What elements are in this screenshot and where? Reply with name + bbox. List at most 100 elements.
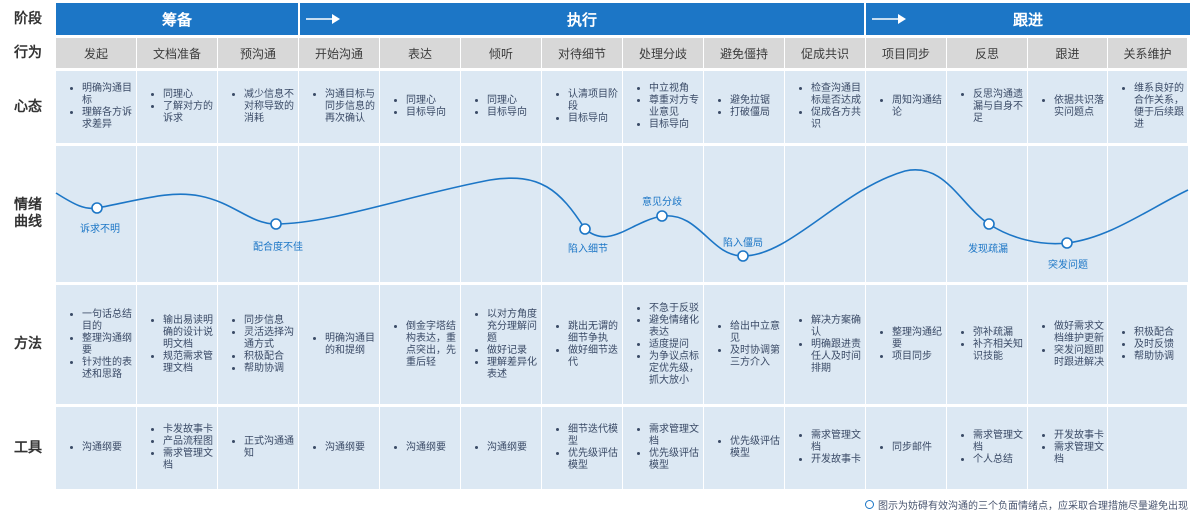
bullet-list: 整理沟通纪要项目同步 [866, 327, 946, 363]
bullet-item: 弥补疏漏 [973, 327, 1025, 339]
bullet-list: 优先级评估模型 [704, 436, 784, 460]
bullet-item: 突发问题即时跟进解决 [1054, 345, 1105, 369]
bullet-item: 规范需求管理文档 [163, 351, 215, 375]
bullet-list: 认清项目阶段目标导向 [542, 89, 622, 125]
tools-cell [1108, 407, 1188, 489]
bullet-item: 认清项目阶段 [568, 89, 620, 113]
behavior-cell: 文档准备 [137, 38, 218, 68]
bullet-list: 沟通纲要 [299, 442, 367, 454]
bullet-list: 跳出无谓的细节争执做好细节迭代 [542, 321, 622, 369]
bullet-item: 倒金字塔结构表达，重点突出，先重后轻 [406, 321, 458, 369]
footnote: 图示为妨碍有效沟通的三个负面情绪点，应采取合理措施尽量避免出现 [865, 497, 1188, 512]
emotion-curve-line [55, 168, 1189, 257]
bullet-item: 输出易读明确的设计说明文档 [163, 315, 215, 351]
column-divider [622, 146, 623, 282]
bullet-list: 同理心目标导向 [380, 95, 448, 119]
behavior-cell: 预沟通 [218, 38, 299, 68]
bullet-item: 避免拉锯 [730, 95, 770, 107]
emotion-point-marker [270, 218, 282, 230]
bullet-item: 正式沟通通知 [244, 436, 296, 460]
bullet-list: 沟通纲要 [56, 442, 124, 454]
bullet-item: 明确沟通目标 [82, 83, 134, 107]
stage-bar-execute: 执行 [298, 3, 864, 35]
bullet-list: 给出中立意见及时协调第三方介入 [704, 321, 784, 369]
bullet-item: 帮助协调 [244, 363, 296, 375]
bullet-item: 促成各方共识 [811, 107, 863, 131]
bullet-item: 灵活选择沟通方式 [244, 327, 296, 351]
bullet-list: 以对方角度充分理解问题做好记录理解差异化表述 [461, 309, 541, 381]
method-cell: 明确沟通目的和提纲 [299, 285, 380, 404]
bullet-list: 倒金字塔结构表达，重点突出，先重后轻 [380, 321, 460, 369]
bullet-item: 适度提问 [649, 339, 701, 351]
bullet-item: 减少信息不对称导致的消耗 [244, 89, 296, 125]
column-divider [703, 146, 704, 282]
tools-cell: 沟通纲要 [299, 407, 380, 489]
tools-cell: 沟通纲要 [461, 407, 542, 489]
bullet-item: 做好需求文档维护更新 [1054, 321, 1105, 345]
method-cell: 解决方案确认明确跟进责任人及时间排期 [785, 285, 866, 404]
mindset-cell: 反思沟通遗漏与自身不足 [947, 71, 1028, 143]
tools-cell: 需求管理文档开发故事卡 [785, 407, 866, 489]
bullet-item: 积极配合 [244, 351, 296, 363]
behavior-cell: 反思 [947, 38, 1028, 68]
column-divider [784, 146, 785, 282]
bullet-item: 开发故事卡 [811, 454, 863, 466]
bullet-item: 帮助协调 [1134, 351, 1174, 363]
method-cell: 做好需求文档维护更新突发问题即时跟进解决 [1028, 285, 1108, 404]
method-cell: 一句话总结目的整理沟通纲要针对性的表述和思路 [56, 285, 137, 404]
bullet-item: 明确沟通目的和提纲 [325, 333, 377, 357]
bullet-item: 沟通纲要 [487, 442, 527, 454]
mindset-cell: 明确沟通目标理解各方诉求差异 [56, 71, 137, 143]
bullet-list: 卡发故事卡产品流程图需求管理文档 [137, 424, 217, 472]
bullet-list: 同步邮件 [866, 442, 934, 454]
tools-cell: 需求管理文档优先级评估模型 [623, 407, 704, 489]
column-divider [460, 146, 461, 282]
bullet-list: 输出易读明确的设计说明文档规范需求管理文档 [137, 315, 217, 375]
emotion-point-marker [737, 250, 749, 262]
bullet-item: 同步邮件 [892, 442, 932, 454]
behavior-cell: 促成共识 [785, 38, 866, 68]
row-label-mindset: 心态 [14, 98, 42, 115]
tools-cell: 细节迭代模型优先级评估模型 [542, 407, 623, 489]
bullet-item: 及时反馈 [1134, 339, 1174, 351]
bullet-item: 整理沟通纪要 [892, 327, 944, 351]
emotion-point-label: 诉求不明 [80, 224, 120, 235]
bullet-list: 沟通目标与同步信息的再次确认 [299, 89, 379, 125]
mindset-cell: 中立视角尊重对方专业意见目标导向 [623, 71, 704, 143]
emotion-point-label: 陷入僵局 [723, 238, 763, 249]
emotion-point-marker [579, 223, 591, 235]
mindset-cell: 同理心目标导向 [380, 71, 461, 143]
tools-cell: 同步邮件 [866, 407, 947, 489]
column-divider [1027, 146, 1028, 282]
behavior-cell: 对待细节 [542, 38, 623, 68]
bullet-item: 明确跟进责任人及时间排期 [811, 339, 863, 375]
bullet-item: 目标导向 [568, 113, 620, 125]
method-cell: 以对方角度充分理解问题做好记录理解差异化表述 [461, 285, 542, 404]
bullet-item: 中立视角 [649, 83, 701, 95]
bullet-item: 跳出无谓的细节争执 [568, 321, 620, 345]
bullet-list: 做好需求文档维护更新突发问题即时跟进解决 [1028, 321, 1107, 369]
bullet-list: 解决方案确认明确跟进责任人及时间排期 [785, 315, 865, 375]
arrow-right-icon [306, 14, 340, 24]
emotion-point-marker [1061, 237, 1073, 249]
bullet-list: 明确沟通目标理解各方诉求差异 [56, 83, 136, 131]
emotion-point-marker [656, 210, 668, 222]
method-cell: 同步信息灵活选择沟通方式积极配合帮助协调 [218, 285, 299, 404]
mindset-cell: 维系良好的合作关系，便于后续跟进 [1108, 71, 1188, 143]
bullet-item: 为争议点标定优先级，抓大放小 [649, 351, 701, 387]
bullet-item: 理解各方诉求差异 [82, 107, 134, 131]
bullet-list: 积极配合及时反馈帮助协调 [1108, 327, 1176, 363]
bullet-item: 需求管理文档 [649, 424, 701, 448]
bullet-item: 沟通纲要 [325, 442, 365, 454]
bullet-list: 需求管理文档开发故事卡 [785, 430, 865, 466]
bullet-item: 项目同步 [892, 351, 944, 363]
emotion-point-label: 突发问题 [1048, 260, 1088, 271]
column-divider [541, 146, 542, 282]
mindset-cell: 同理心目标导向 [461, 71, 542, 143]
bullet-item: 需求管理文档 [973, 430, 1025, 454]
stage-name: 筹备 [161, 10, 192, 29]
mindset-cell: 减少信息不对称导致的消耗 [218, 71, 299, 143]
emotion-point-marker [983, 218, 995, 230]
